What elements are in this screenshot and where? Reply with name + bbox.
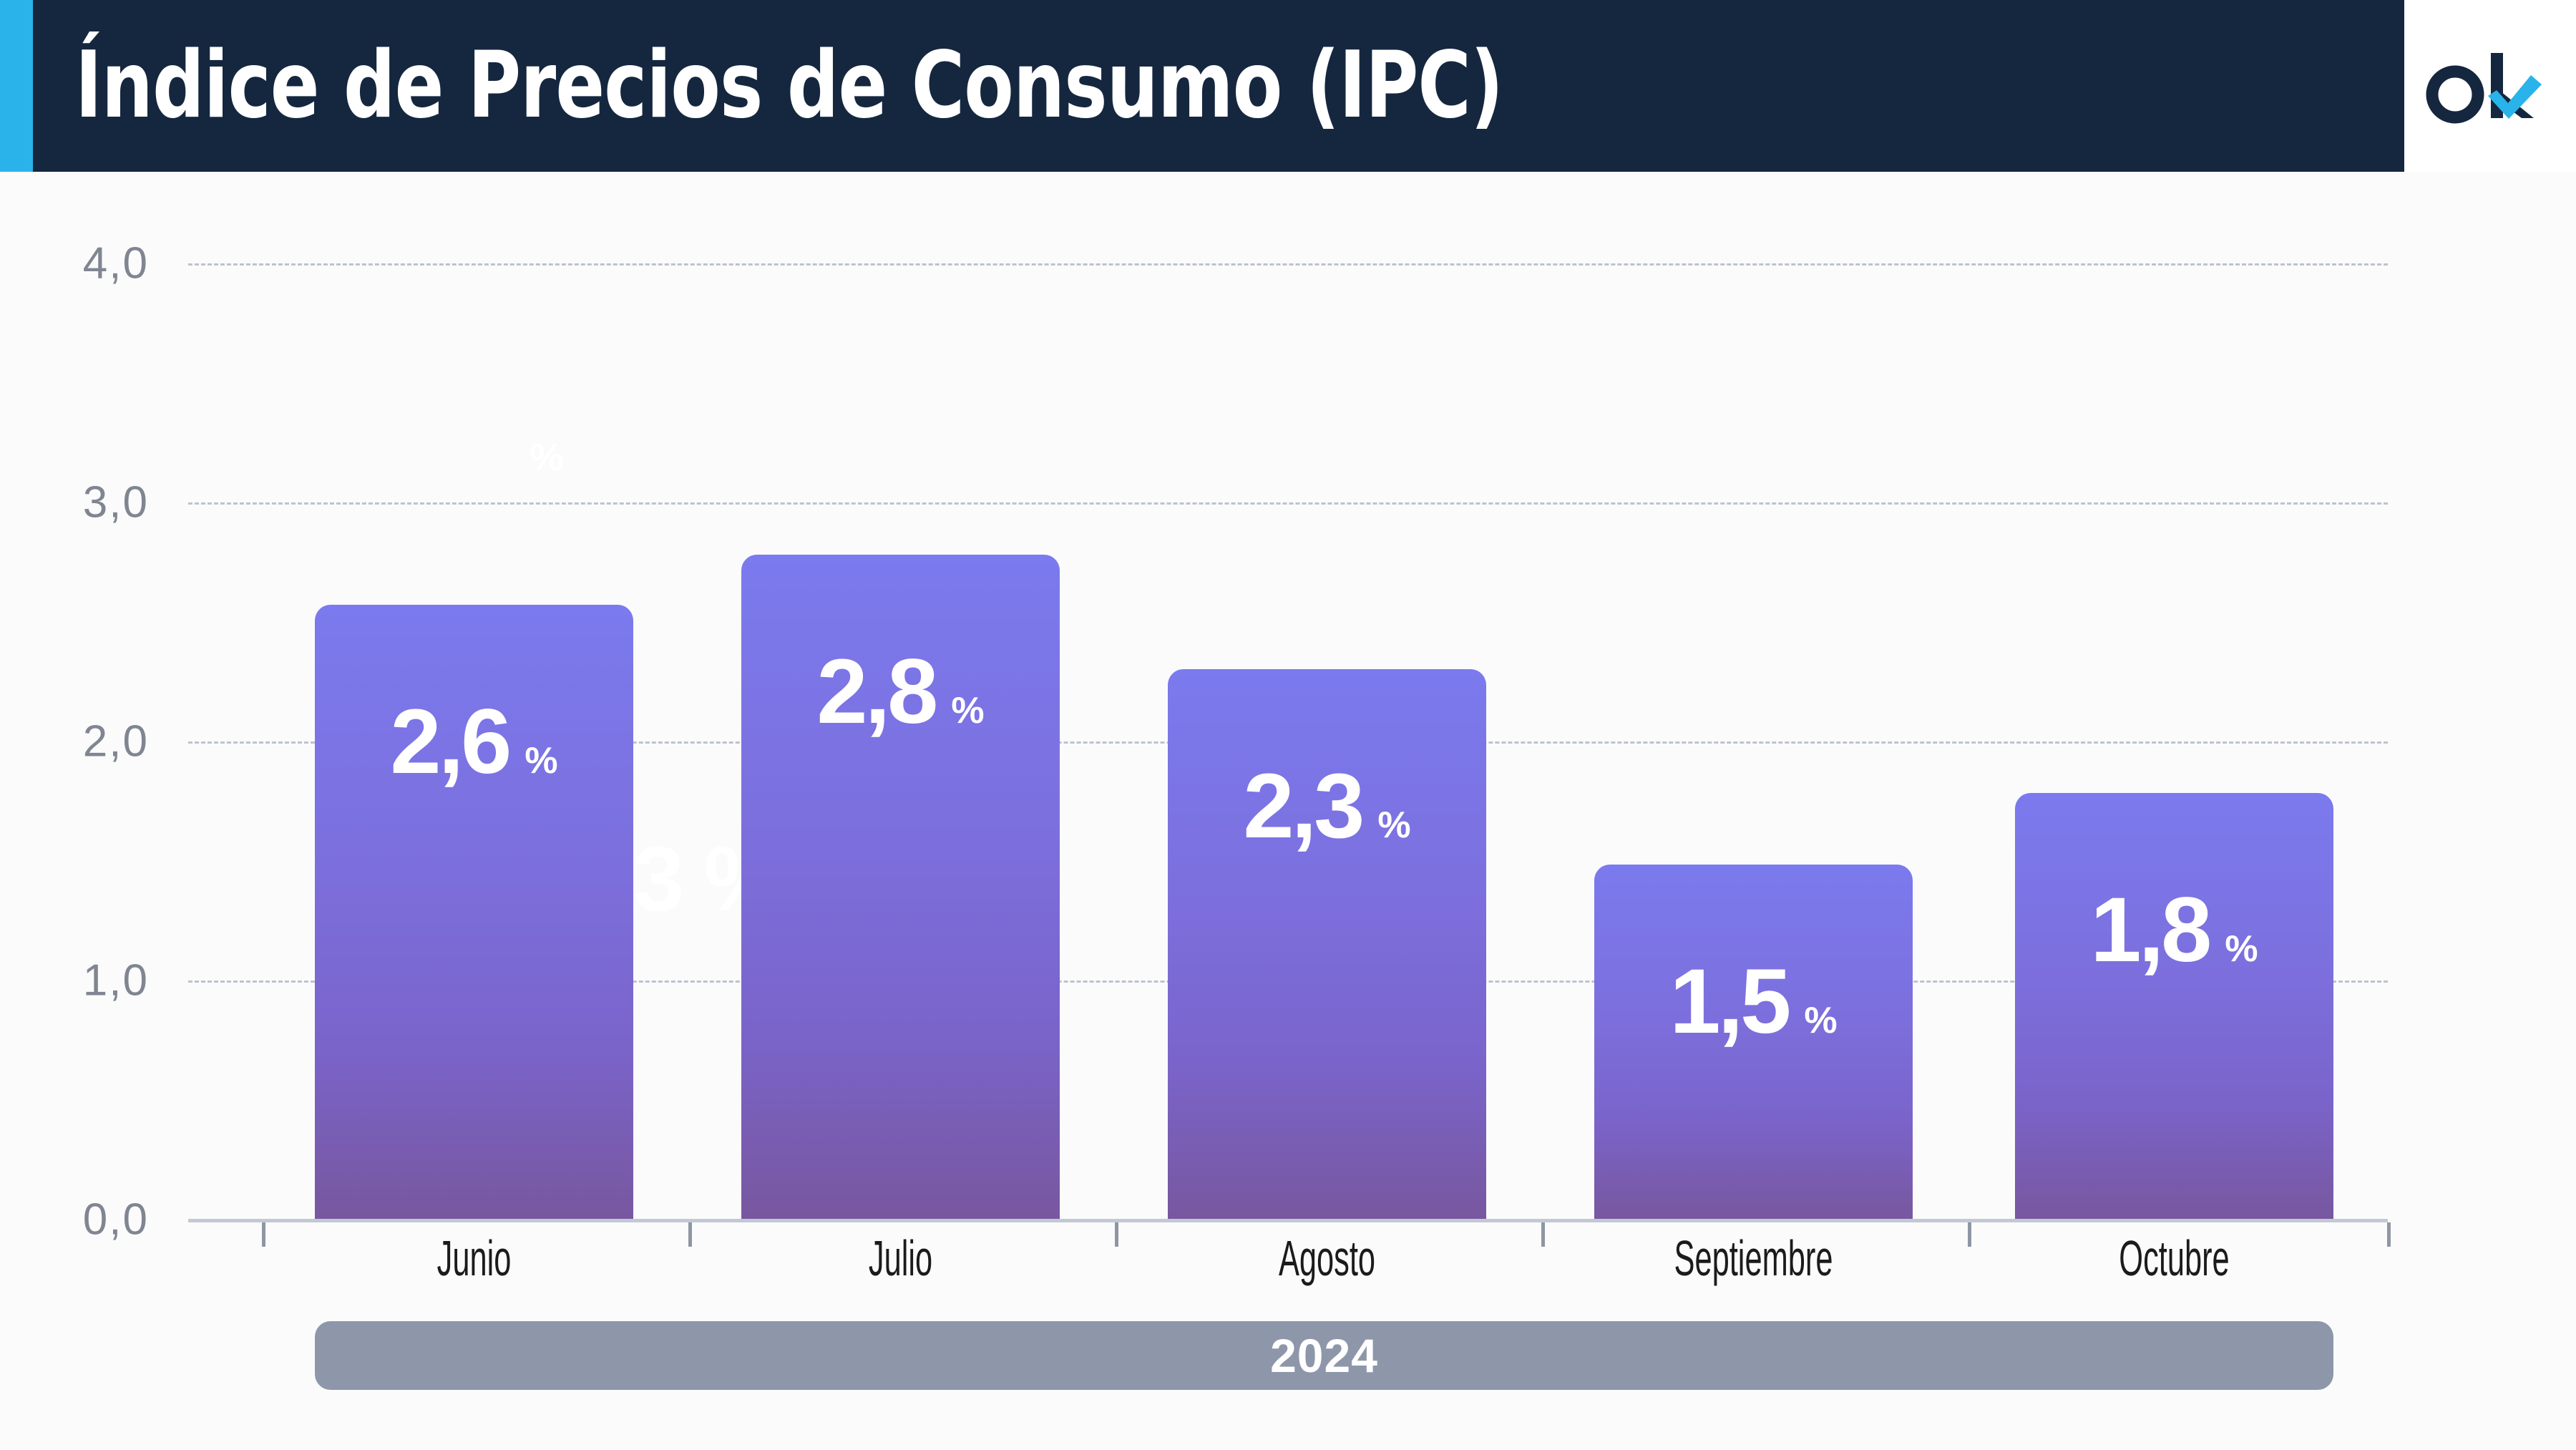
bar-julio[interactable]: 2,8 % bbox=[741, 555, 1060, 1219]
y-axis-label-3: 3,0 bbox=[82, 477, 149, 527]
page-header: Índice de Precios de Consumo (IPC) bbox=[0, 0, 2576, 172]
header-accent-strip bbox=[0, 0, 33, 172]
y-axis-label-1: 1,0 bbox=[82, 955, 149, 1006]
bar-junio[interactable]: 2,6 % bbox=[315, 605, 633, 1219]
x-axis-label-julio: Julio bbox=[868, 1230, 933, 1286]
bar-septiembre[interactable]: 1,5 % bbox=[1594, 865, 1913, 1219]
year-label: 2024 bbox=[1270, 1329, 1378, 1382]
x-axis-tick bbox=[1541, 1222, 1545, 1247]
gridline-3 bbox=[188, 502, 2388, 505]
bar-unit-octubre: % bbox=[2225, 928, 2258, 970]
bar-label-julio: 2,8 % bbox=[741, 639, 1060, 744]
logo-check-icon bbox=[2488, 75, 2542, 119]
bar-value-octubre: 1,8 bbox=[2090, 879, 2212, 981]
y-axis-label-4: 4,0 bbox=[82, 238, 149, 288]
bar-label-septiembre: 1,5 % bbox=[1594, 949, 1913, 1054]
bar-value-junio: 2,6 bbox=[390, 691, 512, 793]
x-axis-tick bbox=[688, 1222, 692, 1247]
x-axis-label-junio: Junio bbox=[436, 1230, 512, 1286]
bar-agosto[interactable]: 2,3 % bbox=[1168, 669, 1486, 1219]
header-background bbox=[0, 0, 2404, 172]
bar-value-agosto: 2,3 bbox=[1243, 755, 1365, 857]
x-axis-label-octubre: Octubre bbox=[2119, 1230, 2230, 1286]
x-axis-line bbox=[188, 1219, 2388, 1222]
x-axis-tick bbox=[1968, 1222, 1971, 1247]
x-axis-tick bbox=[1115, 1222, 1118, 1247]
x-axis-tick bbox=[262, 1222, 265, 1247]
x-axis-label-agosto: Agosto bbox=[1278, 1230, 1376, 1286]
ok-logo bbox=[2404, 0, 2576, 172]
bar-value-julio: 2,8 bbox=[816, 641, 938, 743]
y-axis-label-2: 2,0 bbox=[82, 716, 149, 767]
x-axis-tick bbox=[2387, 1222, 2391, 1247]
bar-label-junio: 2,6 % bbox=[315, 689, 633, 794]
y-axis-label-0: 0,0 bbox=[82, 1194, 149, 1245]
bar-octubre[interactable]: 1,8 % bbox=[2015, 793, 2333, 1219]
logo-letter-o bbox=[2426, 65, 2484, 124]
ghost-artifact: % bbox=[530, 436, 565, 479]
gridline-4 bbox=[188, 263, 2388, 266]
bar-label-octubre: 1,8 % bbox=[2015, 877, 2333, 983]
x-axis-label-septiembre: Septiembre bbox=[1674, 1230, 1833, 1286]
bar-unit-junio: % bbox=[525, 740, 558, 782]
ok-logo-mark bbox=[2426, 53, 2542, 124]
chart-plot-area: % 3 % 4,0 3,0 2,0 1,0 0,0 2,6 % 2,8 % 2,… bbox=[0, 172, 2576, 1450]
bar-unit-julio: % bbox=[951, 690, 985, 731]
bar-unit-agosto: % bbox=[1377, 804, 1411, 846]
bar-unit-septiembre: % bbox=[1804, 1000, 1838, 1041]
page-title: Índice de Precios de Consumo (IPC) bbox=[75, 32, 1503, 139]
bar-label-agosto: 2,3 % bbox=[1168, 754, 1486, 859]
year-banner: 2024 bbox=[315, 1321, 2333, 1390]
bar-value-septiembre: 1,5 bbox=[1669, 950, 1791, 1053]
